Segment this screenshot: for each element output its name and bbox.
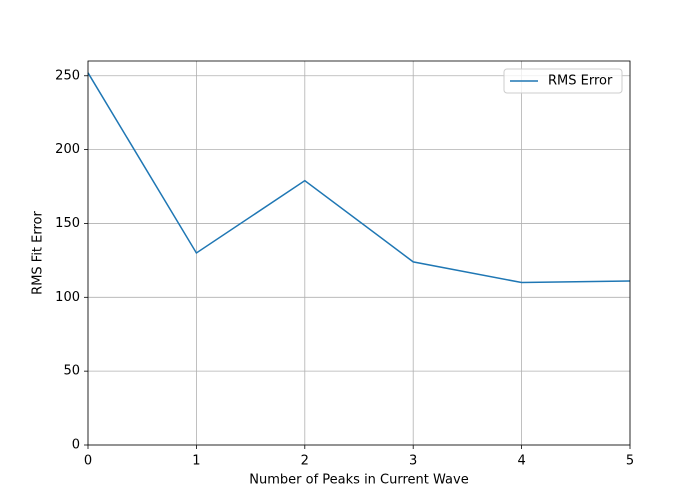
x-tick-label: 4 xyxy=(517,454,525,469)
x-tick-label: 0 xyxy=(84,454,92,469)
x-tick-label: 5 xyxy=(626,454,634,469)
x-tick-label: 2 xyxy=(301,454,309,469)
legend-box xyxy=(503,68,623,94)
legend-label: RMS Error xyxy=(548,74,613,89)
y-tick-label: 250 xyxy=(55,68,80,83)
y-tick-label: 50 xyxy=(63,364,80,379)
legend: RMS Error xyxy=(503,68,623,94)
y-tick-label: 0 xyxy=(72,438,80,453)
x-axis-label: Number of Peaks in Current Wave xyxy=(249,473,468,488)
data-line xyxy=(87,72,631,284)
y-tick-label: 100 xyxy=(55,290,80,305)
y-tick-label: 150 xyxy=(55,216,80,231)
x-tick-label: 1 xyxy=(192,454,200,469)
y-axis-label: RMS Fit Error xyxy=(31,211,46,295)
x-tick-label: 3 xyxy=(409,454,417,469)
y-tick-label: 200 xyxy=(55,142,80,157)
plot-frame xyxy=(87,60,631,446)
